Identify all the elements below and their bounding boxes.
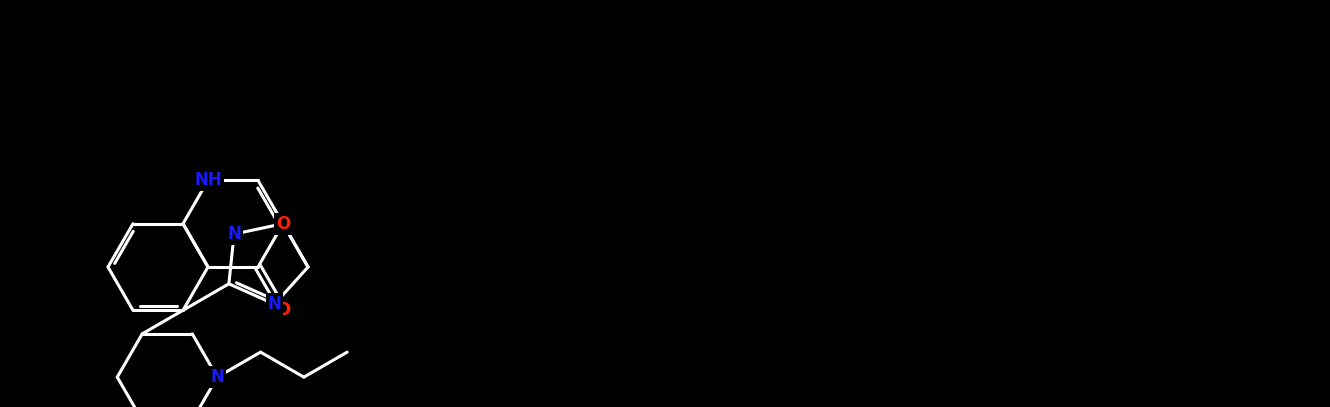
Text: N: N [227,225,241,243]
Text: N: N [267,295,282,313]
Text: N: N [210,368,225,386]
Text: O: O [275,301,291,319]
Text: O: O [275,215,290,233]
Text: NH: NH [194,171,222,189]
